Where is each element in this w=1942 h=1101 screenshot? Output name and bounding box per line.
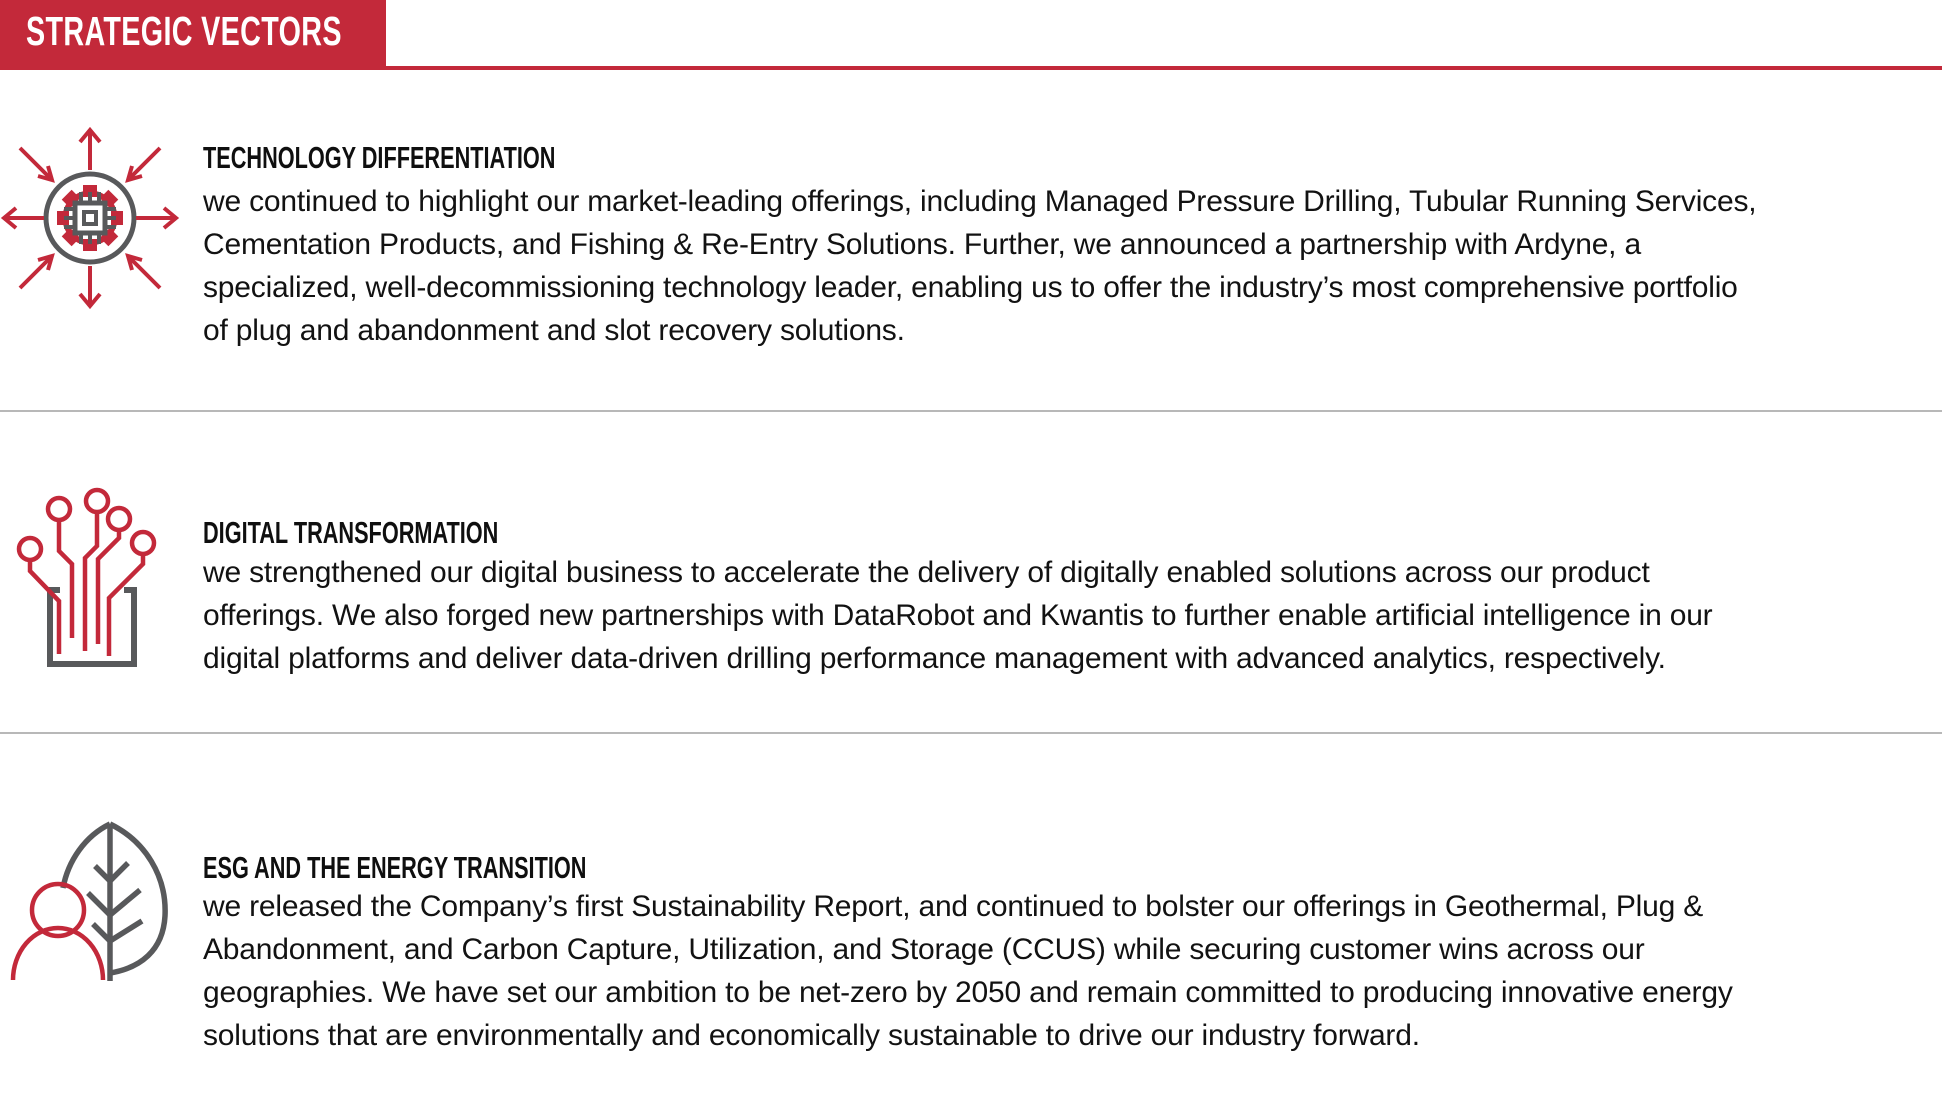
section-divider	[0, 732, 1942, 734]
page-title: STRATEGIC VECTORS	[26, 8, 342, 54]
circuit-board-icon	[12, 486, 172, 676]
section-banner: STRATEGIC VECTORS	[0, 0, 386, 70]
section-body-technology: we continued to highlight our market-lea…	[203, 185, 1757, 347]
section-body-digital: we strengthened our digital business to …	[203, 556, 1713, 675]
section-heading-digital: DIGITAL TRANSFORMATION	[203, 515, 499, 550]
header-rule	[0, 66, 1942, 70]
chip-gear-expansion-icon	[0, 118, 180, 318]
leaf-person-icon	[5, 816, 175, 991]
section-divider	[0, 410, 1942, 412]
section-heading-technology: TECHNOLOGY DIFFERENTIATION	[203, 140, 556, 175]
section-body-esg: we released the Company’s first Sustaina…	[203, 890, 1733, 1052]
section-heading-esg: ESG AND THE ENERGY TRANSITION	[203, 850, 587, 885]
